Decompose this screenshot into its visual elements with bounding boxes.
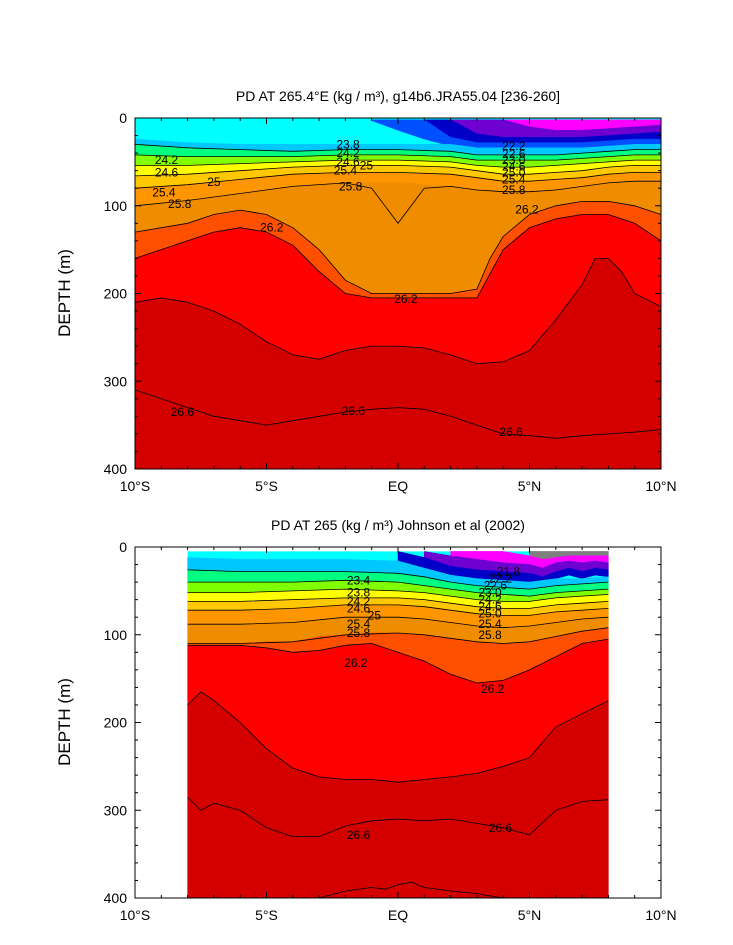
contour-label: 25.4 xyxy=(334,164,358,178)
contour-label: 25.0 xyxy=(478,607,502,621)
contour-label: 24.6 xyxy=(336,155,360,169)
x-tick-label: 5°S xyxy=(255,907,278,923)
y-tick-label: 200 xyxy=(104,715,128,731)
contour-line-25.8 xyxy=(135,172,661,189)
panel-2-title: PD AT 265 (kg / m³) Johnson et al (2002) xyxy=(271,517,525,533)
contour-label: 24.6 xyxy=(347,601,371,615)
x-tick-label: 5°N xyxy=(518,907,542,923)
contour-label: 25 xyxy=(207,175,221,189)
y-tick-label: 300 xyxy=(104,373,128,389)
contour-label: 24.6 xyxy=(478,600,502,614)
contour-label: 26.6 xyxy=(347,828,371,842)
contour-label: 23.4 xyxy=(347,573,371,587)
contour-line-25 xyxy=(187,604,609,616)
contour-line-26.5 xyxy=(187,691,609,783)
x-tick-label: 5°S xyxy=(255,478,278,494)
contour-line-26 xyxy=(135,180,661,224)
panel-2-ticks: 10°S 5°S EQ 5°N 10°N 0 100 200 300 400 xyxy=(104,539,677,923)
contour-label: 25.4 xyxy=(478,617,502,631)
panel-1: PD AT 265.4°E (kg / m³), g14b6.JRA55.04 … xyxy=(55,88,677,494)
panel-1-title: PD AT 265.4°E (kg / m³), g14b6.JRA55.04 … xyxy=(236,88,560,104)
contour-label: 25.4 xyxy=(347,617,371,631)
contour-label: 24.2 xyxy=(478,593,502,607)
contour-label: 25 xyxy=(368,608,382,622)
contour-label: 25.4 xyxy=(502,172,526,186)
y-tick-label: 400 xyxy=(104,890,128,906)
contour-line-26.2 xyxy=(135,201,661,294)
x-tick-label: 10°N xyxy=(645,907,676,923)
contour-label: 26.6 xyxy=(499,425,523,439)
y-tick-label: 300 xyxy=(104,802,128,818)
y-tick-label: 400 xyxy=(104,461,128,477)
contour-label: 25 xyxy=(360,158,374,172)
contour-line-24.2 xyxy=(135,143,661,156)
x-tick-label: EQ xyxy=(388,907,408,923)
contour-label: 23.8 xyxy=(336,137,360,151)
y-tick-label: 100 xyxy=(104,198,128,214)
contour-label: 26.2 xyxy=(394,292,418,306)
contour-label: 22.6 xyxy=(502,147,526,161)
contour-line-26.8 xyxy=(318,881,504,898)
contour-label: 25.8 xyxy=(347,626,371,640)
contour-line-23.8 xyxy=(187,579,609,597)
contour-label: 24.6 xyxy=(502,159,526,173)
contour-line-26.2 xyxy=(187,638,609,684)
contour-line-25.4 xyxy=(135,165,661,177)
y-tick-label: 200 xyxy=(104,286,128,302)
contour-label: 26.2 xyxy=(515,202,539,216)
contour-label: 23.0 xyxy=(478,586,502,600)
x-tick-label: 10°S xyxy=(120,478,151,494)
contour-line-24.6 xyxy=(187,597,609,609)
contour-label: 26.6 xyxy=(171,405,195,419)
x-tick-label: 10°N xyxy=(645,478,676,494)
y-tick-label: 100 xyxy=(104,627,128,643)
contour-line-24.6 xyxy=(135,154,661,161)
contour-line-26.5 xyxy=(135,258,661,365)
panel-2-ylabel: DEPTH (m) xyxy=(55,678,74,766)
contour-line-25.8 xyxy=(187,627,609,644)
contour-line-25.4 xyxy=(187,616,609,629)
panel-2: PD AT 265 (kg / m³) Johnson et al (2002)… xyxy=(55,517,677,923)
contour-label: 25.8 xyxy=(502,183,526,197)
contour-label: 24.2 xyxy=(347,594,371,608)
contour-label: 25.4 xyxy=(152,186,176,200)
contour-label: 25.8 xyxy=(168,197,192,211)
contour-label: 23.8 xyxy=(347,586,371,600)
contour-line-24.2 xyxy=(187,588,609,602)
contour-label: 22.2 xyxy=(489,572,513,586)
contour-label: 24.2 xyxy=(155,153,179,167)
contour-label: 22.6 xyxy=(484,579,508,593)
panel-2-plot-area: 23.423.824.224.62525.425.821.822.222.623… xyxy=(187,551,609,898)
contour-label: 26.2 xyxy=(344,656,368,670)
panel-1-ylabel: DEPTH (m) xyxy=(55,249,74,337)
contour-label: 26.2 xyxy=(481,682,505,696)
panel-1-plot-area: 23.824.224.6 2525.425.824.224.62525.425.8… xyxy=(135,118,661,469)
panel-1-ticks: 10°S 5°S EQ 5°N 10°N 0 100 200 300 400 xyxy=(104,110,677,494)
contour-line-26.6 xyxy=(135,389,661,439)
contour-label: 25.8 xyxy=(339,179,363,193)
y-tick-label: 0 xyxy=(119,539,127,555)
contour-label: 26.6 xyxy=(342,404,366,418)
contour-label: 23.0 xyxy=(502,153,526,167)
contour-label: 26.2 xyxy=(260,221,284,235)
contour-line-25 xyxy=(135,159,661,168)
y-tick-label: 0 xyxy=(119,110,127,126)
contour-label: 25.8 xyxy=(478,628,502,642)
x-tick-label: EQ xyxy=(388,478,408,494)
contour-label: 21.8 xyxy=(497,565,521,579)
contour-label: 24.6 xyxy=(155,165,179,179)
contour-line-26.4 xyxy=(135,214,661,299)
contour-label: 26.6 xyxy=(489,821,513,835)
x-tick-label: 10°S xyxy=(120,907,151,923)
contour-line-23.4 xyxy=(187,569,609,590)
x-tick-label: 5°N xyxy=(518,478,542,494)
contour-label: 25.0 xyxy=(502,165,526,179)
contour-label: 24.2 xyxy=(336,146,360,160)
contour-line-26.6 xyxy=(187,796,609,837)
contour-label: 22.2 xyxy=(502,139,526,153)
